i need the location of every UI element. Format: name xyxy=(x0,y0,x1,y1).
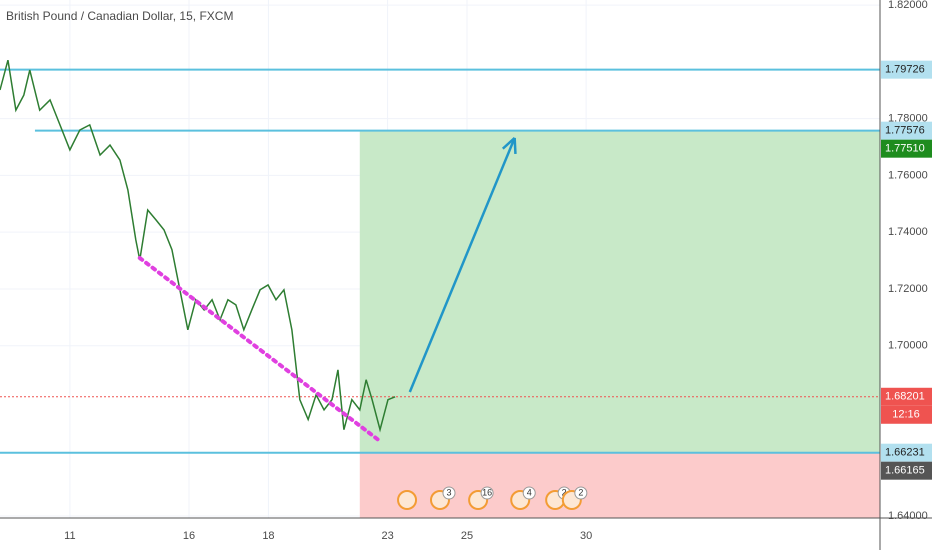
event-badge xyxy=(522,486,536,500)
event-count: 4 xyxy=(527,487,532,497)
y-tick-label: 1.70000 xyxy=(888,340,928,352)
price-tag-label: 1.79726 xyxy=(885,64,925,76)
y-tick-label: 1.76000 xyxy=(888,169,928,181)
plot-area: 3 16 4 2 2 xyxy=(0,0,880,518)
y-tick-label: 1.82000 xyxy=(888,0,928,11)
x-tick-label: 25 xyxy=(461,530,473,542)
x-tick-label: 16 xyxy=(183,530,195,542)
price-tag-label: 1.68201 xyxy=(885,391,925,403)
trendline xyxy=(137,256,381,442)
price-tag-label: 1.66231 xyxy=(885,447,925,459)
target-zone xyxy=(359,130,880,453)
x-tick-label: 11 xyxy=(64,530,75,542)
arrow xyxy=(408,137,516,393)
event-count: 2 xyxy=(562,487,567,497)
event-badge xyxy=(442,486,456,500)
price-tag-label: 1.66165 xyxy=(885,465,925,477)
countdown: 12:16 xyxy=(892,409,920,421)
y-tick-label: 1.72000 xyxy=(888,283,928,295)
chart-title: British Pound / Canadian Dollar, 15, FXC… xyxy=(6,9,233,23)
price-tag xyxy=(881,121,932,140)
x-tick-label: 23 xyxy=(381,530,393,542)
price-series xyxy=(0,59,396,433)
countdown-box xyxy=(881,405,932,424)
y-tick-label: 1.74000 xyxy=(888,226,928,238)
price-tag xyxy=(881,443,932,462)
event-count: 2 xyxy=(578,487,583,497)
event-count: 3 xyxy=(446,487,451,497)
arrow-head xyxy=(513,137,517,154)
price-tag xyxy=(881,387,932,406)
price-tag xyxy=(881,461,932,480)
price-tag-label: 1.77510 xyxy=(885,143,925,155)
price-tag-label: 1.77576 xyxy=(885,125,925,137)
event-badge xyxy=(574,486,588,500)
y-tick-label: 1.64000 xyxy=(888,510,928,522)
y-tick-label: 1.78000 xyxy=(888,113,928,125)
event-badge xyxy=(480,486,494,500)
event-count: 16 xyxy=(482,487,492,497)
arrow-head xyxy=(501,137,516,150)
price-tag xyxy=(881,60,932,79)
event-icon xyxy=(397,490,418,510)
price-tag xyxy=(881,139,932,158)
x-tick-label: 30 xyxy=(580,530,592,542)
x-tick-label: 18 xyxy=(262,530,274,542)
